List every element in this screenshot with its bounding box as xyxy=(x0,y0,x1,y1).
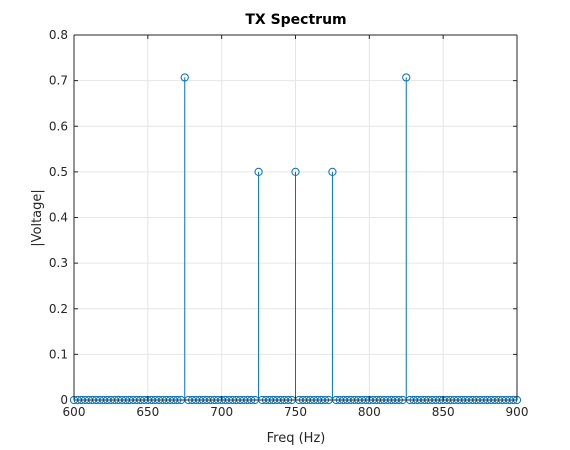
stem-marker xyxy=(291,167,300,176)
y-tick-label: 0 xyxy=(60,393,68,407)
y-tick-label: 0.1 xyxy=(49,347,68,361)
x-tick-label: 750 xyxy=(284,405,307,419)
y-tick-label: 0.5 xyxy=(49,165,68,179)
y-tick-label: 0.8 xyxy=(49,28,68,42)
y-tick-label: 0.2 xyxy=(49,302,68,316)
x-tick-label: 700 xyxy=(210,405,233,419)
stem-marker xyxy=(328,167,337,176)
y-axis-label: |Voltage| xyxy=(30,189,45,247)
x-tick-label: 650 xyxy=(136,405,159,419)
x-axis-label: Freq (Hz) xyxy=(267,431,326,446)
x-tick-label: 850 xyxy=(432,405,455,419)
y-tick-label: 0.6 xyxy=(49,119,68,133)
x-tick-label: 900 xyxy=(506,405,529,419)
stem-marker xyxy=(180,73,189,82)
y-tick-label: 0.4 xyxy=(49,211,68,225)
y-tick-label: 0.7 xyxy=(49,74,68,88)
y-tick-label: 0.3 xyxy=(49,256,68,270)
x-tick-label: 600 xyxy=(63,405,86,419)
x-tick-label: 800 xyxy=(358,405,381,419)
axes xyxy=(73,34,518,401)
chart-title: TX Spectrum xyxy=(245,12,346,28)
stem-marker xyxy=(254,167,263,176)
tick-labels: 600 650 700 750 800 850 900 0 0.1 0.2 0.3 0.4 0.5 0.6… xyxy=(49,28,529,419)
stem-marker xyxy=(402,73,411,82)
